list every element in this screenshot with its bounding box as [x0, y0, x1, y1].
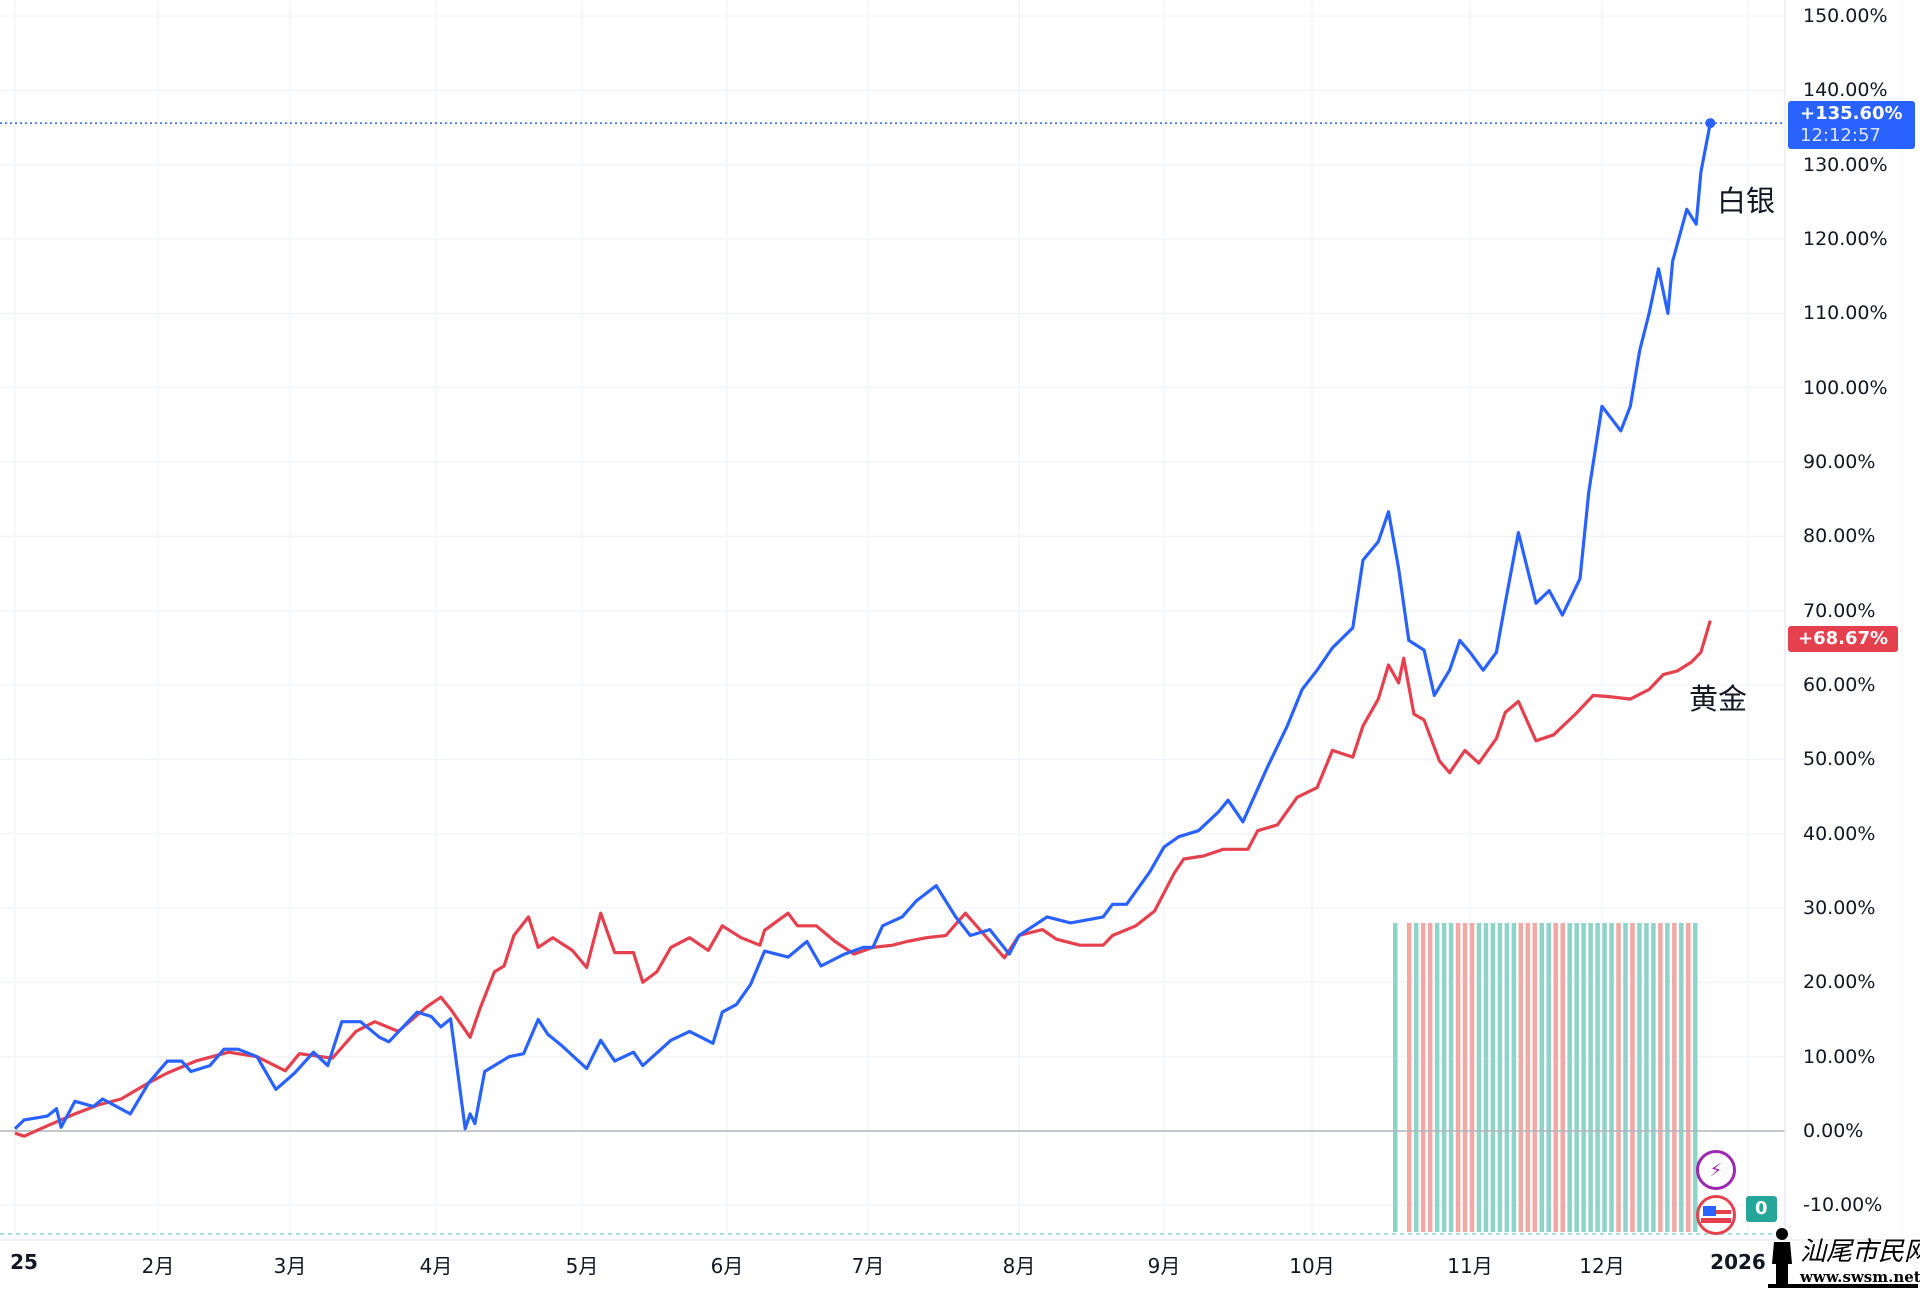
volume-bar: [1490, 923, 1496, 1232]
x-tick-label: 10月: [1289, 1254, 1335, 1278]
silver-last-value: +135.60%: [1800, 103, 1903, 124]
volume-bar: [1504, 923, 1510, 1232]
watermark-logo: 汕尾市民网 www.swsm.net: [1764, 1220, 1920, 1290]
x-tick-label: 3月: [273, 1254, 307, 1278]
volume-bar: [1686, 923, 1691, 1232]
silver-countdown: 12:12:57: [1800, 125, 1881, 146]
y-tick-label: 30.00%: [1803, 897, 1876, 919]
x-tick-label: 12月: [1579, 1254, 1625, 1278]
x-tick-label: 2026: [1710, 1250, 1766, 1274]
lightning-icon[interactable]: ⚡: [1696, 1150, 1736, 1190]
volume-bars: [1393, 923, 1698, 1232]
volume-bar: [1441, 923, 1447, 1232]
volume-bar: [1679, 923, 1684, 1232]
us-flag-icon[interactable]: [1696, 1195, 1736, 1235]
x-tick-label: 7月: [851, 1254, 885, 1278]
volume-bar: [1560, 923, 1565, 1232]
y-tick-label: 110.00%: [1803, 302, 1888, 325]
volume-bar: [1651, 923, 1656, 1232]
volume-bar: [1525, 923, 1531, 1232]
volume-bar: [1518, 923, 1524, 1232]
volume-bar: [1406, 923, 1412, 1232]
y-tick-label: 70.00%: [1803, 599, 1876, 622]
y-tick-label: 10.00%: [1803, 1045, 1876, 1068]
gold-last-value-badge: +68.67%: [1788, 626, 1899, 652]
y-tick-label: 120.00%: [1803, 228, 1888, 251]
volume-bar: [1567, 923, 1572, 1232]
volume-value-badge: 0: [1746, 1196, 1777, 1222]
volume-bar: [1595, 923, 1600, 1232]
x-tick-label: 2月: [141, 1254, 175, 1278]
volume-bar: [1581, 923, 1586, 1232]
x-tick-label: 6月: [710, 1254, 744, 1278]
volume-bar: [1609, 923, 1614, 1232]
volume-bar: [1434, 923, 1440, 1232]
volume-bar: [1602, 923, 1607, 1232]
volume-bar: [1623, 923, 1628, 1232]
volume-bar: [1588, 923, 1593, 1232]
volume-bar: [1420, 923, 1426, 1232]
svg-text:www.swsm.net: www.swsm.net: [1799, 1268, 1920, 1286]
volume-bar: [1476, 923, 1482, 1232]
volume-bar: [1469, 923, 1475, 1232]
volume-bar: [1483, 923, 1489, 1232]
x-tick-label: 4月: [419, 1254, 453, 1278]
volume-bar: [1630, 923, 1635, 1232]
y-tick-label: 0.00%: [1803, 1120, 1864, 1142]
y-tick-label: 20.00%: [1803, 971, 1876, 994]
series-label-silver: 白银: [1717, 184, 1776, 218]
volume-bar: [1455, 923, 1461, 1232]
y-tick-label: 40.00%: [1803, 822, 1876, 845]
y-tick-label: -10.00%: [1803, 1194, 1883, 1217]
volume-bar: [1393, 923, 1398, 1232]
volume-bar: [1672, 923, 1677, 1232]
silver-last-value-badge: +135.60% 12:12:57: [1788, 101, 1915, 149]
y-tick-label: 80.00%: [1803, 525, 1876, 548]
volume-bar: [1553, 923, 1558, 1232]
y-tick-label: 90.00%: [1803, 451, 1876, 474]
x-tick-label: 11月: [1447, 1254, 1493, 1278]
x-tick-label: 25: [10, 1250, 38, 1274]
volume-bar: [1539, 923, 1545, 1232]
volume-bar: [1665, 923, 1670, 1232]
y-tick-label: 100.00%: [1803, 376, 1888, 399]
volume-bar: [1574, 923, 1579, 1232]
svg-text:汕尾市民网: 汕尾市民网: [1800, 1237, 1920, 1267]
volume-bar: [1511, 923, 1517, 1232]
series-line-silver: [13, 122, 1712, 1131]
series-label-gold: 黄金: [1689, 682, 1748, 716]
y-tick-label: 140.00%: [1803, 79, 1888, 102]
x-tick-label: 8月: [1002, 1254, 1036, 1278]
volume-bar: [1546, 923, 1552, 1232]
y-tick-label: 50.00%: [1803, 748, 1876, 771]
volume-bar: [1532, 923, 1538, 1232]
volume-bar: [1462, 923, 1468, 1232]
volume-bar: [1693, 923, 1698, 1232]
y-tick-label: 150.00%: [1803, 5, 1888, 28]
x-tick-label: 9月: [1147, 1254, 1181, 1278]
volume-bar: [1616, 923, 1621, 1232]
volume-bar: [1658, 923, 1663, 1232]
volume-bar: [1637, 923, 1642, 1232]
y-tick-label: 60.00%: [1803, 674, 1876, 697]
volume-bar: [1497, 923, 1503, 1232]
volume-bar: [1448, 923, 1454, 1232]
volume-bar: [1413, 923, 1419, 1232]
x-tick-label: 5月: [565, 1254, 599, 1278]
volume-bar: [1644, 923, 1649, 1232]
grid-lines: [0, 0, 1785, 1240]
volume-bar: [1427, 923, 1433, 1232]
y-tick-label: 130.00%: [1803, 153, 1888, 176]
